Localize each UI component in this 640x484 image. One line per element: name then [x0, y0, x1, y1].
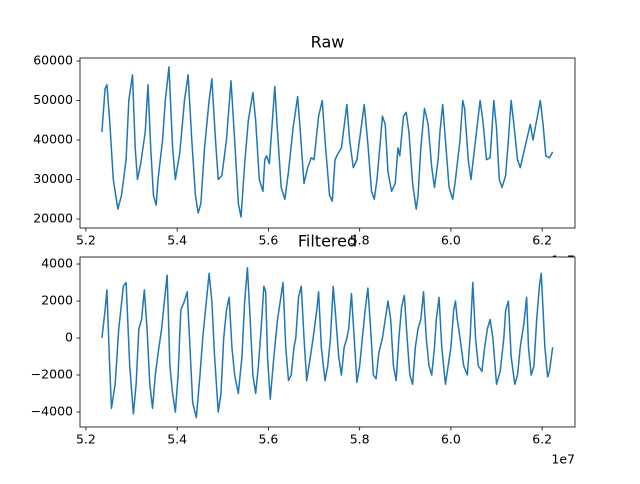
y-tick-label: 30000: [33, 171, 73, 186]
data-line: [101, 266, 554, 419]
x-tick-label: 5.4: [167, 432, 187, 447]
axes-title: Filtered: [298, 232, 357, 251]
x-tick-label: 6.2: [532, 432, 552, 447]
plot-area: [80, 257, 575, 427]
y-tick-label: 20000: [33, 210, 73, 225]
data-line: [101, 66, 554, 218]
x-tick-label: 5.6: [258, 233, 278, 248]
x-tick-label: 5.8: [350, 432, 370, 447]
x-tick-label: 6.0: [441, 432, 461, 447]
y-tick-label: −2000: [31, 367, 73, 382]
y-tick-label: 40000: [33, 131, 73, 146]
x-offset-label: 1e7: [551, 452, 575, 467]
plot-area: [80, 58, 575, 228]
x-tick-label: 6.0: [441, 233, 461, 248]
axes-title: Raw: [311, 33, 345, 52]
axes-frame: [79, 57, 576, 229]
y-tick-label: 2000: [41, 293, 73, 308]
axes-frame: [79, 256, 576, 428]
x-tick-label: 5.6: [258, 432, 278, 447]
x-tick-label: 5.4: [167, 233, 187, 248]
x-tick-label: 6.2: [532, 233, 552, 248]
y-tick-label: 50000: [33, 92, 73, 107]
y-tick-label: 60000: [33, 53, 73, 68]
y-tick-label: 4000: [41, 256, 73, 271]
y-tick-label: 0: [65, 330, 73, 345]
x-tick-label: 5.2: [76, 432, 96, 447]
x-tick-label: 5.8: [350, 233, 370, 248]
y-tick-label: −4000: [31, 404, 73, 419]
x-tick-label: 5.2: [76, 233, 96, 248]
